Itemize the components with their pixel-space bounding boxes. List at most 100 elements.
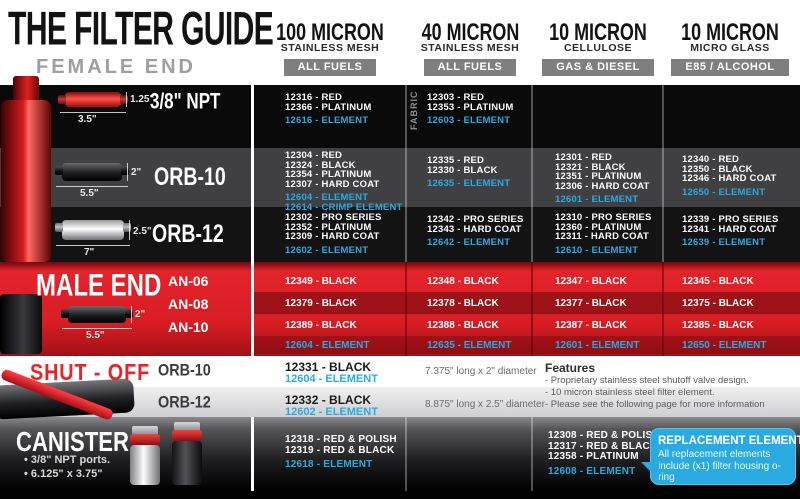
feature-item: - Please see the following page for more… — [545, 399, 765, 410]
canister-photos — [126, 422, 210, 490]
cell-an10-cellulose: 12387 - BLACK — [555, 320, 627, 331]
part-number: 12319 - RED & BLACK — [285, 444, 395, 456]
separator-col2-male — [531, 262, 533, 356]
fuel-badge: ALL FUELS — [283, 59, 377, 76]
part-number: 12341 - HARD COAT — [682, 223, 777, 235]
cell-canister-cellulose: 12308 - RED & POLISH 12317 - RED & BLACK… — [548, 430, 668, 477]
part-number: 12316 - RED — [285, 92, 343, 103]
features-title: Features — [545, 361, 596, 375]
row-label-orb10: ORB-10 — [154, 162, 226, 191]
column-header-40-micron: 40 MICRON STAINLESS MESH ALL FUELS — [408, 17, 532, 76]
cell-an10-microglass: 12385 - BLACK — [682, 320, 754, 331]
part-number: 12352 - PLATINUM — [285, 221, 372, 233]
separator-col1-canister — [405, 417, 407, 491]
element-number: 12639 - ELEMENT — [682, 237, 766, 249]
filter-thumb-male — [68, 306, 126, 323]
element-number: 12602 - ELEMENT — [285, 406, 378, 418]
cell-an06-40micron: 12348 - BLACK — [427, 276, 499, 287]
part-number: 12354 - PLATINUM — [285, 169, 372, 181]
cell-an10-100micron: 12389 - BLACK — [285, 320, 357, 331]
element-number: 12616 - ELEMENT — [285, 115, 369, 127]
cell-npt-40micron: 12303 - RED 12353 - PLATINUM 12603 - ELE… — [427, 93, 547, 126]
section-heading-shutoff: SHUT - OFF — [30, 359, 151, 386]
red-filter-photo — [1, 100, 51, 262]
element-number: 12650 - ELEMENT — [682, 340, 767, 351]
part-number: 12307 - HARD COAT — [285, 178, 380, 190]
column-micron: 10 MICRON — [549, 17, 647, 46]
dim-line-h — [60, 112, 126, 113]
cell-orb12-microglass: 12339 - PRO SERIES 12341 - HARD COAT 126… — [682, 215, 800, 248]
part-number: 12321 - BLACK — [555, 161, 626, 173]
element-number: 12618 - ELEMENT — [285, 459, 373, 470]
separator-col3-male — [662, 262, 664, 356]
column-micron: 10 MICRON — [681, 17, 779, 46]
row-label-an06: AN-06 — [168, 273, 209, 289]
part-number: 12335 - RED — [427, 155, 485, 166]
feature-item: - Proprietary stainless steel shutoff va… — [545, 375, 749, 386]
element-number: 12601 - ELEMENT — [555, 194, 639, 206]
column-media: CELLULOSE — [563, 42, 633, 54]
row-label-shutoff-orb10: ORB-10 — [158, 362, 211, 380]
footer-bar — [0, 491, 800, 499]
element-number: 12601 - ELEMENT — [555, 340, 640, 351]
part-number: 12331 - BLACK — [285, 360, 372, 374]
part-number: 12360 - PLATINUM — [555, 221, 642, 233]
part-number: 12310 - PRO SERIES — [555, 212, 652, 223]
female-row-npt-band — [0, 85, 800, 148]
cell-npt-100micron: 12316 - RED 12366 - PLATINUM 12616 - ELE… — [285, 93, 405, 126]
part-number: 12342 - PRO SERIES — [427, 214, 524, 225]
feature-item: - 10 micron stainless steel filter eleme… — [545, 387, 715, 398]
filter-thumb-orb10 — [62, 163, 122, 181]
dim-length: 7" — [84, 247, 95, 258]
column-header-10-micron-microglass: 10 MICRON MICRO GLASS E85 / ALCOHOL — [665, 17, 795, 76]
dim-line-h — [56, 186, 128, 187]
cell-orb12-cellulose: 12310 - PRO SERIES 12360 - PLATINUM 1231… — [555, 213, 675, 255]
replacement-elements-title: REPLACEMENT ELEMENTS — [658, 435, 800, 447]
separator-col2 — [531, 85, 533, 262]
part-number: 12302 - PRO SERIES — [285, 212, 382, 223]
size-note: 7.375" long x 2" diameter — [425, 366, 537, 377]
dim-length: 3.5" — [78, 114, 97, 125]
fabric-note: FABRIC — [409, 90, 419, 131]
dim-height: 2.5" — [133, 226, 152, 237]
part-number: 12353 - PLATINUM — [427, 101, 514, 113]
element-number: 12635 - ELEMENT — [427, 340, 512, 351]
part-number: 12308 - RED & POLISH — [548, 430, 660, 441]
column-media: STAINLESS MESH — [420, 42, 520, 54]
element-number: 12610 - ELEMENT — [555, 244, 639, 256]
female-row-orb12-band — [0, 207, 800, 262]
part-number: 12346 - HARD COAT — [682, 173, 777, 185]
canister-bullet: • 6.125" x 3.75" — [24, 468, 103, 480]
part-number: 12311 - HARD COAT — [555, 231, 650, 243]
part-number: 12340 - RED — [682, 154, 740, 165]
cell-an06-100micron: 12349 - BLACK — [285, 276, 357, 287]
part-number: 12306 - HARD COAT — [555, 180, 650, 192]
part-number: 12332 - BLACK — [285, 393, 372, 407]
row-label-npt: 3/8" NPT — [150, 90, 221, 115]
row-label-an10: AN-10 — [168, 319, 209, 335]
element-number: 12614 - CRIMP ELEMENT — [285, 201, 403, 213]
canister-bullet: • 3/8" NPT ports. — [24, 454, 111, 466]
part-number: 12318 - RED & POLISH — [285, 434, 397, 445]
part-number: 12303 - RED — [427, 92, 485, 103]
cell-orb10-40micron: 12335 - RED 12330 - BLACK 12635 - ELEMEN… — [427, 156, 547, 189]
fuel-badge: GAS & DIESEL — [542, 59, 654, 76]
cell-an10-40micron: 12388 - BLACK — [427, 320, 499, 331]
dim-height: 2" — [131, 167, 142, 178]
cell-an08-microglass: 12375 - BLACK — [682, 298, 754, 309]
column-micron: 40 MICRON — [421, 17, 520, 46]
cell-orb12-40micron: 12342 - PRO SERIES 12343 - HARD COAT 126… — [427, 215, 547, 248]
part-number: 12351 - PLATINUM — [555, 171, 642, 183]
row-label-an08: AN-08 — [168, 296, 209, 312]
element-number: 12635 - ELEMENT — [427, 178, 511, 190]
cell-canister-100micron: 12318 - RED & POLISH 12319 - RED & BLACK… — [285, 434, 405, 471]
section-heading-canister: CANISTER — [16, 426, 129, 458]
element-number: 12604 - ELEMENT — [285, 192, 369, 204]
replacement-elements-callout: REPLACEMENT ELEMENTS All replacement ele… — [641, 428, 800, 485]
section-heading-male-end: MALE END — [36, 268, 162, 303]
canister-cap-photo — [172, 430, 202, 441]
element-number: 12603 - ELEMENT — [427, 115, 511, 127]
separator-col1-male — [405, 262, 407, 356]
cell-orb10-cellulose: 12301 - RED 12321 - BLACK 12351 - PLATIN… — [555, 153, 675, 205]
